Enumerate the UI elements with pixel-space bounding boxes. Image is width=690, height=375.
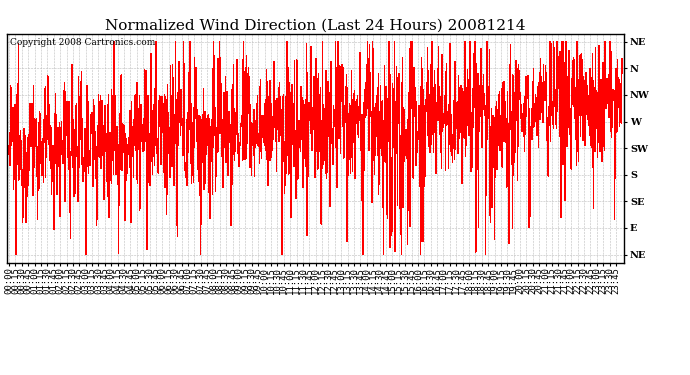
Title: Normalized Wind Direction (Last 24 Hours) 20081214: Normalized Wind Direction (Last 24 Hours… (106, 19, 526, 33)
Text: Copyright 2008 Cartronics.com: Copyright 2008 Cartronics.com (10, 38, 155, 47)
